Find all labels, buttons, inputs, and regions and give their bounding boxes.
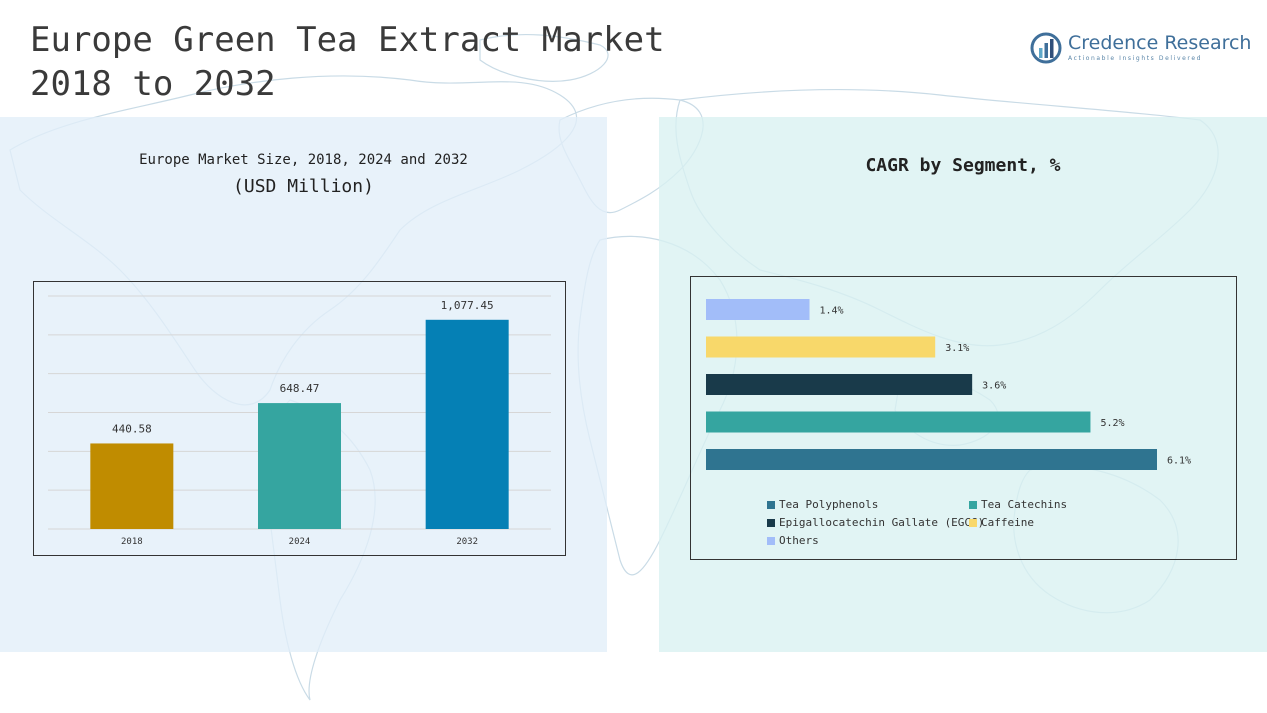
bar-2024 [258, 403, 341, 529]
hbar-caffeine [706, 336, 936, 358]
market-size-unit: (USD Million) [233, 176, 374, 197]
x-tick-label: 2024 [289, 537, 311, 547]
bar-2032 [425, 319, 509, 529]
hbar-value-label: 6.1% [1167, 456, 1191, 467]
brand-name: Credence Research [1068, 32, 1252, 54]
bar-value-label: 648.47 [280, 382, 320, 395]
legend-label: Caffeine [981, 516, 1034, 529]
market-size-chart-svg: 440.58 2018 648.47 2024 1,077.45 2032 [48, 295, 551, 547]
legend-swatch [767, 500, 775, 509]
legend-item: Tea Polyphenols [767, 497, 969, 512]
market-size-subtitle: Europe Market Size, 2018, 2024 and 2032 [139, 152, 468, 168]
legend-swatch [969, 518, 977, 527]
hbar-value-label: 5.2% [1100, 418, 1124, 429]
x-tick-label: 2018 [121, 537, 143, 547]
legend-label: Epigallocatechin Gallate (EGCG) [779, 516, 985, 529]
page-title-line-1: Europe Green Tea Extract Market [30, 20, 665, 60]
legend-label: Others [779, 534, 819, 547]
page-title: Europe Green Tea Extract Market 2018 to … [30, 18, 670, 106]
bar-value-label: 1,077.45 [441, 299, 494, 312]
legend-label: Tea Catechins [981, 498, 1068, 511]
brand-tagline: Actionable Insights Delivered [1068, 55, 1203, 62]
hbar-value-label: 1.4% [820, 306, 844, 317]
cagr-legend: Tea Polyphenols Tea Catechins Epigallocate… [767, 497, 1217, 548]
bar-2018 [90, 443, 174, 529]
cagr-chart: 1.4% 3.1% 3.6% 5.2% 6.1% Tea Polyphenols Tea … [690, 276, 1237, 560]
legend-item: Epigallocatechin Gallate (EGCG) [767, 515, 984, 530]
hbar-tea-catechins [706, 411, 1091, 433]
legend-item: Tea Catechins [969, 497, 1209, 512]
market-size-chart: 440.58 2018 648.47 2024 1,077.45 2032 [33, 281, 566, 556]
hbar-others [706, 299, 810, 320]
cagr-chart-svg: 1.4% 3.1% 3.6% 5.2% 6.1% [706, 299, 1191, 470]
legend-label: Tea Polyphenols [779, 498, 879, 511]
cagr-title: CAGR by Segment, % [865, 155, 1061, 176]
hbar-value-label: 3.1% [945, 343, 969, 354]
legend-swatch [767, 518, 775, 527]
legend-item: Caffeine [969, 515, 1209, 530]
brand-logo: Credence Research Actionable Insights De… [1030, 30, 1251, 70]
legend-swatch [969, 500, 977, 509]
hbar-epigallocatechin-gallate-egcg- [706, 374, 973, 395]
bar-chart-logo-icon [1030, 32, 1062, 64]
page-title-line-2: 2018 to 2032 [30, 64, 276, 104]
hbar-value-label: 3.6% [982, 381, 1006, 392]
legend-item: Others [767, 533, 969, 548]
hbar-tea-polyphenols [706, 449, 1157, 470]
x-tick-label: 2032 [456, 537, 478, 547]
bar-value-label: 440.58 [112, 422, 152, 435]
legend-swatch [767, 536, 775, 545]
